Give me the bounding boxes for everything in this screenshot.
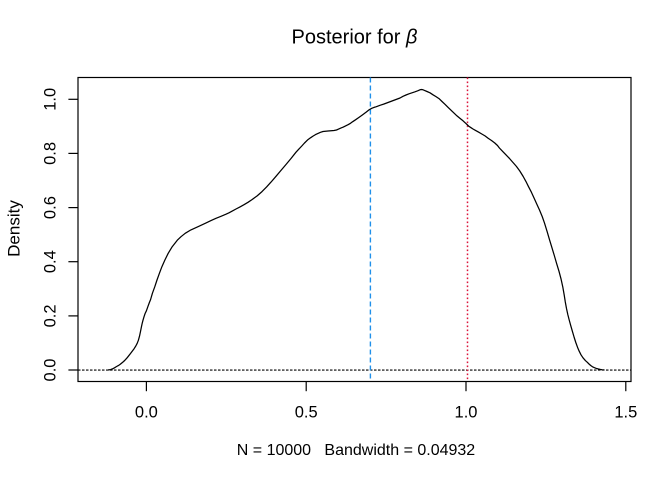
svg-text:1.0: 1.0 <box>42 88 60 111</box>
svg-text:Density: Density <box>5 200 24 257</box>
svg-text:0.4: 0.4 <box>42 250 60 273</box>
svg-text:0.5: 0.5 <box>295 404 318 422</box>
svg-text:Posterior for β: Posterior for β <box>292 27 418 49</box>
svg-text:1.0: 1.0 <box>455 404 478 422</box>
svg-text:0.0: 0.0 <box>42 359 60 382</box>
svg-text:N = 10000 Bandwidth = 0.0493: N = 10000 Bandwidth = 0.04932 <box>237 442 476 459</box>
svg-text:0.8: 0.8 <box>42 142 60 165</box>
svg-text:0.0: 0.0 <box>135 404 158 422</box>
svg-text:1.5: 1.5 <box>614 404 637 422</box>
svg-text:0.6: 0.6 <box>42 196 60 219</box>
svg-text:0.2: 0.2 <box>42 304 60 327</box>
